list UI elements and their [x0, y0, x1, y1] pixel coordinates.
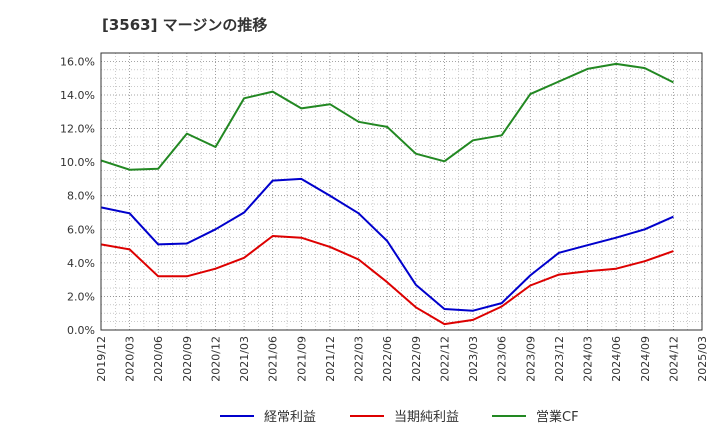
y-tick-label: 12.0%	[60, 123, 95, 136]
y-tick-label: 0.0%	[67, 324, 95, 337]
x-tick-label: 2023/12	[553, 336, 566, 382]
y-tick-label: 2.0%	[67, 290, 95, 303]
series-layer	[100, 62, 674, 326]
x-tick-label: 2023/03	[467, 336, 480, 382]
y-tick-label: 14.0%	[60, 89, 95, 102]
x-tick-label: 2022/06	[381, 336, 394, 382]
x-tick-label: 2025/03	[696, 336, 709, 382]
series-line-0	[100, 177, 674, 312]
series-line-1	[100, 235, 674, 326]
x-tick-label: 2022/03	[353, 336, 366, 382]
y-tick-label: 8.0%	[67, 190, 95, 203]
x-tick-label: 2020/09	[181, 336, 194, 382]
x-tick-label: 2022/12	[438, 336, 451, 382]
x-tick-label: 2021/09	[295, 336, 308, 382]
x-tick-label: 2024/06	[610, 336, 623, 382]
x-tick-label: 2021/06	[267, 336, 280, 382]
x-tick-label: 2024/09	[639, 336, 652, 382]
x-tick-labels: 2019/12 2020/03 2020/06 2020/09 2020/12 2021/…	[95, 336, 709, 382]
x-tick-label: 2022/09	[410, 336, 423, 382]
x-tick-label: 2020/12	[209, 336, 222, 382]
x-tick-label: 2021/12	[324, 336, 337, 382]
x-tick-label: 2024/03	[582, 336, 595, 382]
x-tick-label: 2019/12	[95, 336, 108, 382]
x-tick-label: 2020/03	[124, 336, 137, 382]
legend-label-1: 当期純利益	[394, 410, 459, 425]
legend-label-2: 営業CF	[536, 409, 579, 425]
grid-layer	[100, 53, 703, 331]
x-tick-label: 2023/06	[496, 336, 509, 382]
y-tick-label: 10.0%	[60, 156, 95, 169]
plot-frame	[100, 52, 703, 331]
series-line-2	[100, 62, 674, 171]
x-tick-label: 2023/09	[524, 336, 537, 382]
y-tick-label: 4.0%	[67, 257, 95, 270]
y-tick-label: 16.0%	[60, 55, 95, 68]
legend-label-0: 経常利益	[264, 410, 316, 425]
chart-title: [3563] マージンの推移	[102, 16, 268, 34]
legend: 経常利益 当期純利益 営業CF	[220, 409, 579, 425]
x-tick-label: 2021/03	[238, 336, 251, 382]
x-tick-label: 2020/06	[152, 336, 165, 382]
y-tick-labels: 0.0% 2.0% 4.0% 6.0% 8.0% 10.0% 12.0% 14.0% 16.0%	[60, 55, 95, 337]
x-tick-label: 2024/12	[667, 336, 680, 382]
y-tick-label: 6.0%	[67, 223, 95, 236]
